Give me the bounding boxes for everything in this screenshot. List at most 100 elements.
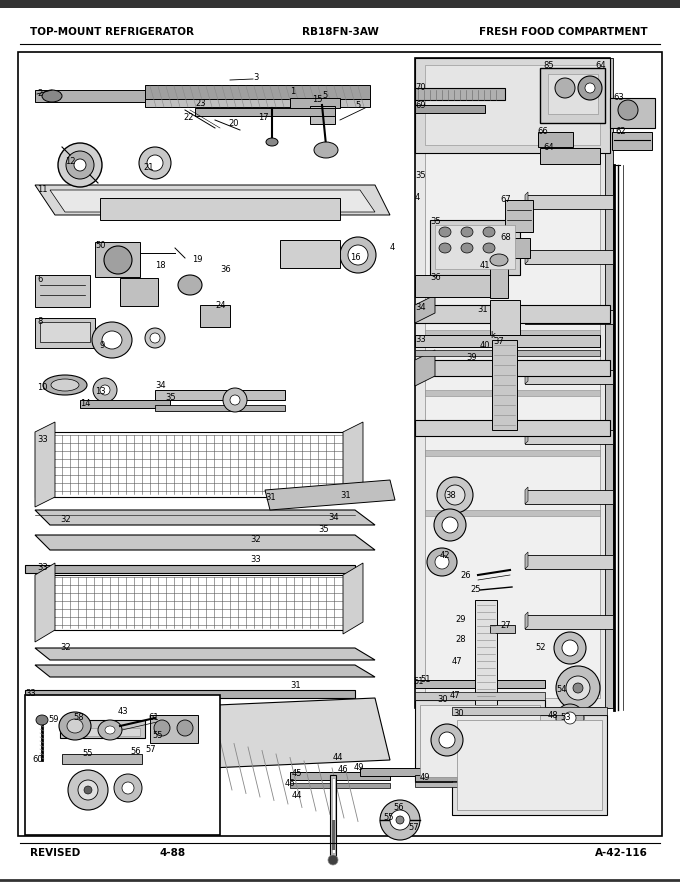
- Ellipse shape: [564, 712, 576, 724]
- Bar: [415, 335, 600, 347]
- Text: 8: 8: [37, 318, 42, 327]
- Ellipse shape: [105, 726, 115, 734]
- Text: 26: 26: [460, 570, 471, 579]
- Text: 11: 11: [37, 185, 48, 195]
- Bar: [62, 754, 142, 764]
- Bar: [145, 99, 370, 107]
- Bar: [415, 58, 610, 708]
- Text: 4: 4: [390, 244, 395, 253]
- Ellipse shape: [427, 548, 457, 576]
- Text: 16: 16: [350, 254, 360, 263]
- Bar: [35, 318, 95, 348]
- Text: 68: 68: [500, 233, 511, 242]
- Text: 63: 63: [613, 93, 624, 102]
- Text: 3: 3: [253, 74, 258, 83]
- Text: 52: 52: [535, 643, 545, 652]
- Polygon shape: [35, 422, 55, 507]
- Bar: [35, 90, 145, 102]
- Bar: [425, 330, 600, 336]
- Polygon shape: [35, 563, 55, 642]
- Polygon shape: [525, 367, 528, 384]
- Ellipse shape: [74, 159, 86, 171]
- Bar: [548, 74, 598, 114]
- Text: 20: 20: [228, 119, 239, 128]
- Polygon shape: [35, 535, 375, 550]
- Bar: [290, 783, 390, 788]
- Text: 51: 51: [420, 676, 430, 684]
- Text: 4-88: 4-88: [160, 848, 186, 858]
- Bar: [280, 240, 340, 268]
- Text: 31: 31: [265, 493, 275, 503]
- Bar: [420, 705, 540, 777]
- Text: 37: 37: [493, 337, 504, 346]
- Text: 14: 14: [80, 399, 90, 408]
- Polygon shape: [525, 487, 528, 504]
- Text: 41: 41: [480, 261, 490, 270]
- Text: 59: 59: [48, 716, 58, 724]
- Text: 35: 35: [165, 393, 175, 402]
- Text: 57: 57: [145, 746, 156, 755]
- Text: 35: 35: [430, 217, 441, 226]
- Text: 15: 15: [312, 94, 322, 103]
- Text: 36: 36: [430, 273, 441, 282]
- Text: 9: 9: [100, 341, 105, 350]
- Bar: [525, 250, 613, 264]
- Text: 39: 39: [466, 353, 477, 362]
- Bar: [525, 615, 613, 629]
- Text: 85: 85: [543, 61, 554, 69]
- Bar: [425, 68, 600, 698]
- Bar: [415, 105, 485, 113]
- Bar: [25, 695, 220, 835]
- Polygon shape: [525, 612, 528, 629]
- Bar: [435, 225, 515, 269]
- Text: 29: 29: [455, 616, 466, 625]
- Ellipse shape: [566, 676, 590, 700]
- Bar: [330, 775, 336, 860]
- Polygon shape: [265, 480, 395, 510]
- Text: 55: 55: [152, 731, 163, 740]
- Ellipse shape: [42, 90, 62, 102]
- Text: 50: 50: [95, 240, 105, 249]
- Ellipse shape: [380, 800, 420, 840]
- Text: 47: 47: [450, 691, 460, 700]
- Bar: [605, 58, 613, 708]
- Ellipse shape: [43, 375, 87, 395]
- Text: 54: 54: [556, 685, 566, 694]
- Bar: [425, 390, 600, 396]
- Bar: [415, 360, 610, 376]
- Ellipse shape: [562, 640, 578, 656]
- Ellipse shape: [67, 719, 83, 733]
- Bar: [60, 720, 145, 738]
- Bar: [0, 0, 680, 8]
- Text: 66: 66: [537, 127, 548, 136]
- Text: 12: 12: [65, 158, 75, 166]
- Bar: [490, 260, 508, 298]
- Polygon shape: [343, 563, 363, 634]
- Text: 32: 32: [250, 536, 260, 545]
- Polygon shape: [415, 350, 435, 386]
- Ellipse shape: [93, 378, 117, 402]
- Ellipse shape: [439, 243, 451, 253]
- Text: 56: 56: [130, 748, 141, 756]
- Bar: [332, 778, 335, 853]
- Bar: [525, 490, 613, 504]
- Text: 27: 27: [500, 620, 511, 629]
- Text: 42: 42: [440, 551, 450, 560]
- Bar: [490, 625, 515, 633]
- Text: 67: 67: [500, 196, 511, 205]
- Text: 22: 22: [183, 114, 194, 123]
- Ellipse shape: [114, 774, 142, 802]
- Bar: [540, 68, 605, 123]
- Polygon shape: [35, 510, 375, 525]
- Text: 70: 70: [415, 84, 426, 93]
- Text: 55: 55: [82, 749, 92, 758]
- Ellipse shape: [461, 243, 473, 253]
- Text: 6: 6: [37, 276, 42, 285]
- Ellipse shape: [58, 143, 102, 187]
- Polygon shape: [415, 692, 545, 700]
- Text: 33: 33: [25, 689, 36, 698]
- Text: 36: 36: [220, 265, 231, 274]
- Text: 46: 46: [338, 765, 349, 774]
- Ellipse shape: [230, 395, 240, 405]
- Polygon shape: [525, 427, 528, 444]
